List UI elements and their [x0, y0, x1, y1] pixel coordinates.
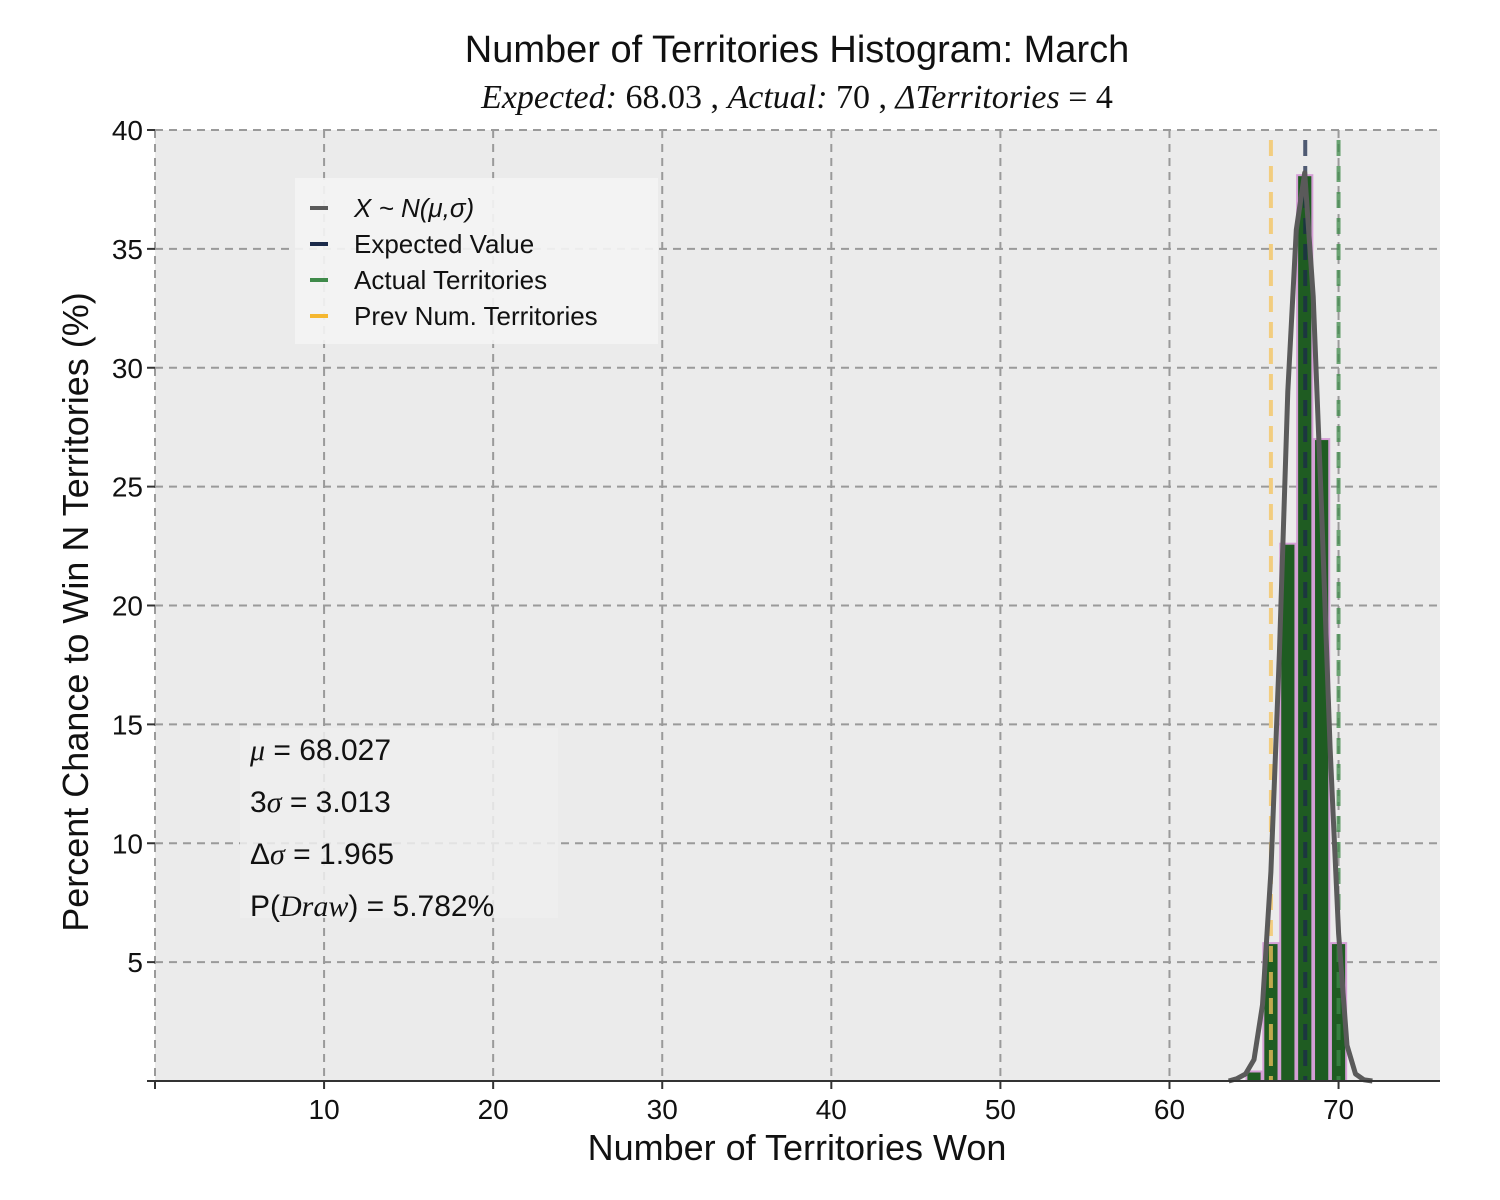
stats-background: [240, 728, 558, 918]
stats-delta-sigma: Δσ = 1.965: [250, 838, 394, 871]
subtitle-expected-label: Expected:: [480, 79, 617, 116]
x-tick-label: 30: [647, 1094, 678, 1125]
y-tick-label: 35: [112, 234, 143, 265]
x-tick-label: 40: [816, 1094, 847, 1125]
y-tick-label: 10: [112, 828, 143, 859]
legend: X ~ N(μ,σ) Expected Value Actual Territori…: [295, 178, 658, 344]
y-tick-label: 15: [112, 709, 143, 740]
stats-p-draw: P(Draw) = 5.782%: [250, 890, 494, 923]
chart-subtitle: Expected: 68.03 , Actual: 70 , ΔTerritor…: [480, 79, 1113, 116]
stats-three-sigma: 3σ = 3.013: [250, 786, 391, 819]
x-axis-ticks: 10 20 30 40 50 60 70: [154, 1081, 1354, 1125]
x-tick-label: 60: [1154, 1094, 1185, 1125]
y-axis-label: Percent Chance to Win N Territories (%): [55, 292, 96, 932]
stats-mu: μ = 68.027: [249, 734, 391, 767]
y-tick-label: 40: [112, 115, 143, 146]
subtitle-delta-value: = 4: [1068, 79, 1113, 116]
y-tick-label: 30: [112, 353, 143, 384]
y-axis-ticks: 5 10 15 20 25 30 35 40: [112, 115, 155, 1082]
legend-label: Expected Value: [354, 229, 534, 259]
subtitle-actual-label: Actual:: [725, 79, 827, 116]
legend-label: X ~ N(μ,σ): [353, 193, 474, 223]
normal-curve-line: [1228, 170, 1373, 1084]
x-tick-label: 70: [1323, 1094, 1354, 1125]
normal-curve-layer: [1228, 170, 1373, 1084]
x-tick-label: 50: [985, 1094, 1016, 1125]
x-axis-label: Number of Territories Won: [588, 1127, 1007, 1168]
stats-box: μ = 68.027 3σ = 3.013 Δσ = 1.965 P(Draw)…: [240, 728, 558, 923]
y-tick-label: 25: [112, 472, 143, 503]
subtitle-delta-label: ΔTerritories: [894, 79, 1060, 116]
y-tick-label: 5: [127, 947, 143, 978]
legend-label: Actual Territories: [354, 265, 547, 295]
x-tick-label: 10: [309, 1094, 340, 1125]
x-tick-label: 20: [478, 1094, 509, 1125]
legend-label: Prev Num. Territories: [354, 301, 598, 331]
y-tick-label: 20: [112, 591, 143, 622]
subtitle-actual-value: 70: [836, 79, 870, 116]
subtitle-expected-value: 68.03: [625, 79, 702, 116]
legend-box: [295, 178, 658, 344]
chart-title: Number of Territories Histogram: March: [465, 29, 1129, 71]
